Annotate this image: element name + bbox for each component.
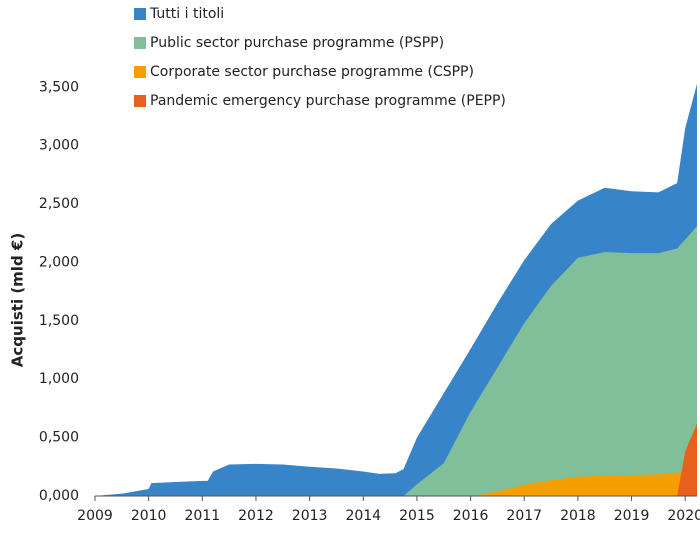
y-tick-label: 2,500 [39,196,79,212]
x-tick-label: 2014 [345,508,381,524]
x-tick-label: 2011 [184,508,220,524]
legend-swatch [134,8,146,20]
y-tick-label: 3,500 [39,79,79,95]
legend-swatch [134,66,146,78]
area [677,423,697,496]
area [473,471,697,496]
x-tick-label: 2015 [399,508,435,524]
x-tick-label: 2012 [238,508,274,524]
y-tick-label: 1,500 [39,313,79,329]
x-tick-label: 2010 [131,508,167,524]
x-tick-label: 2017 [506,508,542,524]
x-tick-label: 2018 [560,508,596,524]
y-tick-label: 0,000 [39,488,79,504]
y-axis-label: Acquisti (mld €) [9,233,27,367]
area [403,226,697,497]
x-tick-label: 2019 [614,508,650,524]
x-tick-label: 2020 [667,508,700,524]
y-tick-label: 3,000 [39,138,79,154]
x-tick-label: 2016 [453,508,489,524]
x-tick-label: 2009 [77,508,113,524]
legend-label: Tutti i titoli [149,6,224,22]
legend-label: Public sector purchase programme (PSPP) [150,35,444,51]
y-tick-label: 2,000 [39,254,79,270]
legend-label: Pandemic emergency purchase programme (P… [150,93,506,109]
x-tick-label: 2013 [292,508,328,524]
y-tick-label: 0,500 [39,430,79,446]
y-tick-label: 1,000 [39,371,79,387]
legend-label: Corporate sector purchase programme (CSP… [150,64,474,80]
legend-swatch [134,95,146,107]
legend-swatch [134,37,146,49]
